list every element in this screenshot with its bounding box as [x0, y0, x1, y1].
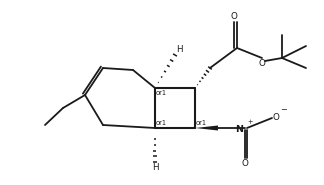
Polygon shape — [195, 125, 218, 130]
Text: O: O — [273, 112, 280, 122]
Text: H: H — [152, 163, 158, 172]
Text: or1: or1 — [196, 120, 207, 126]
Text: $\mathregular{N}$: $\mathregular{N}$ — [235, 122, 244, 134]
Text: or1: or1 — [156, 120, 167, 126]
Text: −: − — [280, 105, 287, 114]
Text: +: + — [247, 119, 252, 125]
Text: O: O — [242, 159, 249, 168]
Text: O: O — [259, 59, 265, 68]
Text: O: O — [231, 12, 237, 21]
Text: H: H — [176, 45, 183, 54]
Text: or1: or1 — [156, 90, 167, 96]
